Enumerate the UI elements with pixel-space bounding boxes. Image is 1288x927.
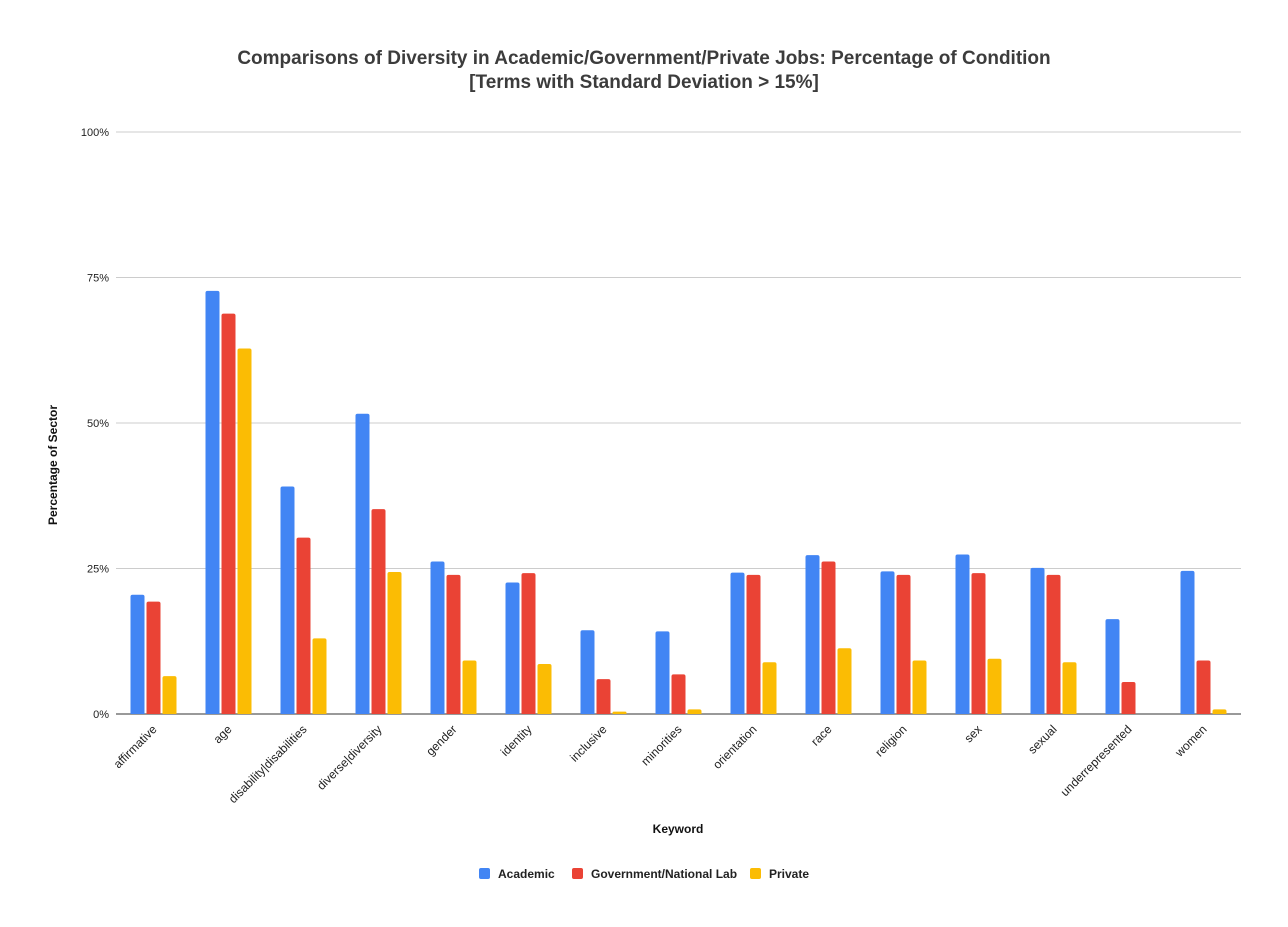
bar	[446, 574, 461, 714]
bar	[162, 676, 177, 714]
x-tick-label: inclusive	[567, 722, 610, 765]
chart-title: Comparisons of Diversity in Academic/Gov…	[237, 48, 1050, 69]
bar	[821, 561, 836, 714]
bar	[971, 573, 986, 714]
bar	[955, 554, 970, 714]
bar	[987, 658, 1002, 714]
bar	[837, 648, 852, 714]
bar	[387, 571, 402, 714]
y-tick-label: 75%	[87, 273, 109, 285]
x-tick-label: race	[808, 722, 835, 749]
x-tick-label: gender	[423, 722, 459, 758]
bar	[1030, 567, 1045, 714]
legend-swatch	[750, 868, 761, 879]
x-tick-label: affirmative	[111, 722, 160, 771]
bar	[312, 638, 327, 714]
x-tick-label: women	[1172, 722, 1210, 760]
x-tick-label: age	[211, 722, 235, 746]
bar	[596, 679, 611, 714]
legend-label: Private	[769, 867, 809, 881]
y-tick-label: 0%	[93, 709, 109, 721]
y-axis-ticks: 0% 25% 50% 75% 100%	[81, 127, 109, 721]
bar	[671, 674, 686, 714]
bar	[805, 555, 820, 714]
bar	[237, 348, 252, 714]
chart-subtitle: [Terms with Standard Deviation > 15%]	[469, 72, 819, 93]
bar	[430, 561, 445, 714]
x-axis-title: Keyword	[653, 822, 704, 836]
bar	[537, 663, 552, 714]
bar	[371, 509, 386, 714]
x-tick-label: orientation	[710, 722, 760, 772]
x-tick-label: disability|disabilities	[226, 722, 310, 806]
bar	[1046, 574, 1061, 714]
bar	[612, 711, 627, 714]
bar	[880, 571, 895, 714]
y-tick-label: 25%	[87, 564, 109, 576]
bar	[130, 594, 145, 714]
legend: Academic Government/National Lab Private	[479, 867, 809, 881]
bar	[912, 660, 927, 714]
bar	[730, 572, 745, 714]
x-tick-label: diverse|diversity	[314, 722, 385, 793]
bar	[1212, 709, 1227, 714]
y-tick-label: 50%	[87, 418, 109, 430]
y-tick-label: 100%	[81, 127, 109, 139]
bar	[462, 660, 477, 714]
bar	[687, 709, 702, 714]
bar	[1196, 660, 1211, 714]
bar	[1180, 570, 1195, 714]
y-axis-title: Percentage of Sector	[46, 405, 60, 525]
bar	[296, 537, 311, 714]
bar	[521, 573, 536, 714]
bar	[1105, 619, 1120, 714]
bar	[762, 662, 777, 714]
bar	[896, 574, 911, 714]
bar	[1121, 681, 1136, 714]
bar	[355, 413, 370, 714]
legend-swatch	[479, 868, 490, 879]
bar	[146, 601, 161, 714]
x-tick-label: religion	[872, 722, 909, 759]
x-tick-label: underrepresented	[1058, 722, 1135, 799]
legend-label: Academic	[498, 867, 555, 881]
legend-swatch	[572, 868, 583, 879]
bar	[1062, 662, 1077, 714]
bar	[221, 313, 236, 714]
bar	[580, 630, 595, 714]
bar	[655, 631, 670, 714]
x-tick-label: minorities	[638, 722, 684, 768]
legend-label: Government/National Lab	[591, 867, 737, 881]
bar	[746, 574, 761, 714]
bar	[505, 582, 520, 714]
x-tick-label: sex	[962, 722, 985, 745]
x-tick-label: identity	[498, 722, 535, 759]
bars	[130, 290, 1227, 714]
x-tick-label: sexual	[1025, 722, 1059, 756]
bar	[280, 486, 295, 714]
bar	[205, 290, 220, 714]
